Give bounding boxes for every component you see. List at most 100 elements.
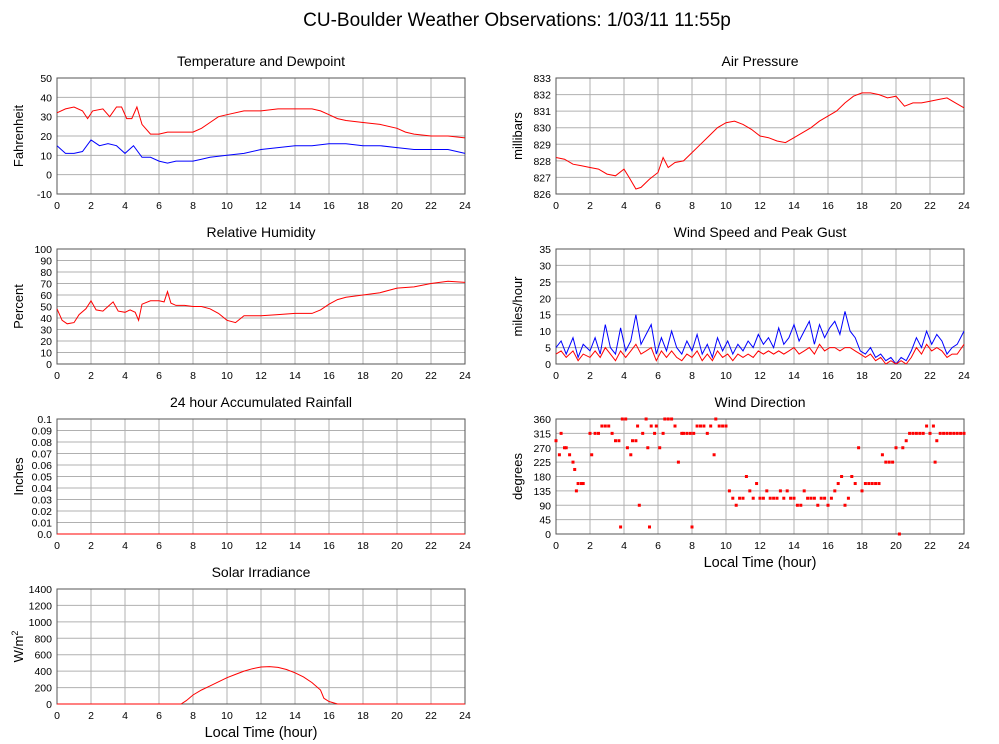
- x-tick-label: 20: [890, 200, 902, 212]
- y-tick-label: 20: [40, 131, 52, 143]
- x-tick-label: 2: [88, 370, 94, 382]
- y-tick-label: 1200: [29, 600, 53, 612]
- x-tick-label: 16: [822, 200, 834, 212]
- x-tick-label: 6: [655, 540, 661, 552]
- y-axis-label: miles/hour: [510, 276, 525, 337]
- x-tick-label: 14: [788, 540, 800, 552]
- series-line-red: [555, 343, 965, 365]
- x-tick-label: 4: [122, 710, 128, 722]
- x-tick-label: 0: [553, 200, 559, 212]
- data-point: [653, 431, 657, 435]
- y-tick-label: 50: [40, 302, 52, 314]
- series-line-red: [555, 92, 965, 190]
- y-tick-label: 600: [34, 650, 52, 662]
- chart-title: Temperature and Dewpoint: [177, 53, 345, 69]
- y-axis-label: degrees: [510, 453, 525, 500]
- y-axis-label: millibars: [510, 112, 525, 160]
- y-tick-label: 0: [545, 359, 551, 371]
- x-tick-label: 10: [221, 370, 233, 382]
- x-tick-label: 10: [720, 540, 732, 552]
- chart-title: Relative Humidity: [207, 224, 316, 240]
- x-tick-label: 10: [221, 540, 233, 552]
- y-tick-label: 0.01: [32, 518, 53, 530]
- data-point: [761, 496, 765, 500]
- x-tick-label: 8: [190, 540, 196, 552]
- x-tick-label: 16: [822, 540, 834, 552]
- data-point: [625, 446, 629, 450]
- data-point: [682, 431, 685, 435]
- y-tick-label: 0.09: [32, 426, 53, 438]
- data-point: [945, 431, 949, 435]
- x-tick-label: 4: [122, 540, 128, 552]
- plot-frame: [56, 248, 466, 365]
- x-tick-label: 12: [754, 200, 766, 212]
- y-tick-label: 828: [533, 156, 551, 168]
- x-tick-label: 0: [54, 710, 60, 722]
- y-tick-label: 135: [533, 486, 551, 498]
- x-tick-label: 22: [425, 370, 437, 382]
- x-tick-label: 4: [621, 370, 627, 382]
- data-point: [564, 446, 568, 450]
- page-title: CU-Boulder Weather Observations: 1/03/11…: [303, 10, 731, 31]
- x-tick-label: 20: [391, 370, 403, 382]
- data-point: [901, 446, 905, 450]
- x-tick-label: 14: [788, 370, 800, 382]
- data-point: [843, 503, 847, 507]
- data-point: [631, 439, 634, 443]
- data-point: [695, 424, 699, 428]
- data-point: [874, 482, 878, 486]
- data-point: [690, 525, 694, 529]
- x-tick-label: 12: [255, 200, 267, 212]
- data-point: [593, 431, 597, 435]
- data-point: [948, 431, 952, 435]
- x-tick-label: 24: [459, 540, 471, 552]
- data-point: [829, 496, 833, 500]
- y-tick-label: 90: [40, 256, 52, 268]
- data-point: [880, 453, 884, 457]
- data-point: [918, 431, 922, 435]
- data-point: [897, 532, 901, 536]
- data-point: [641, 431, 645, 435]
- data-point: [952, 431, 956, 435]
- y-tick-label: 45: [539, 515, 551, 527]
- data-point: [933, 460, 937, 464]
- data-point: [887, 460, 891, 464]
- y-tick-label: 5: [545, 343, 551, 355]
- x-tick-label: 10: [720, 370, 732, 382]
- y-tick-label: 0.03: [32, 495, 53, 507]
- data-point: [789, 496, 793, 500]
- y-tick-label: 360: [533, 414, 551, 426]
- x-tick-label: 8: [689, 370, 695, 382]
- data-point: [634, 439, 638, 443]
- y-tick-label: 100: [34, 244, 52, 256]
- y-tick-label: 0.07: [32, 449, 53, 461]
- data-point: [955, 431, 959, 435]
- data-point: [590, 453, 594, 457]
- x-tick-label: 18: [357, 370, 369, 382]
- y-tick-label: 180: [533, 472, 551, 484]
- x-tick-label: 8: [190, 200, 196, 212]
- data-point: [877, 482, 881, 486]
- x-tick-label: 2: [587, 200, 593, 212]
- y-tick-label: 0.05: [32, 472, 53, 484]
- x-tick-label: 10: [720, 200, 732, 212]
- chart-title: Wind Speed and Peak Gust: [674, 224, 847, 240]
- data-point: [959, 431, 963, 435]
- data-point: [734, 503, 738, 507]
- plot-frame: [555, 418, 965, 535]
- data-point: [812, 496, 816, 500]
- data-point: [741, 496, 745, 500]
- data-point: [636, 424, 640, 428]
- data-point: [833, 489, 837, 493]
- data-point: [666, 417, 670, 421]
- data-point: [768, 496, 772, 500]
- y-tick-label: 826: [533, 189, 551, 201]
- x-tick-label: 6: [156, 200, 162, 212]
- data-point: [765, 489, 769, 493]
- data-point: [904, 439, 908, 443]
- x-tick-label: 14: [289, 200, 301, 212]
- y-axis-label: Percent: [11, 284, 26, 329]
